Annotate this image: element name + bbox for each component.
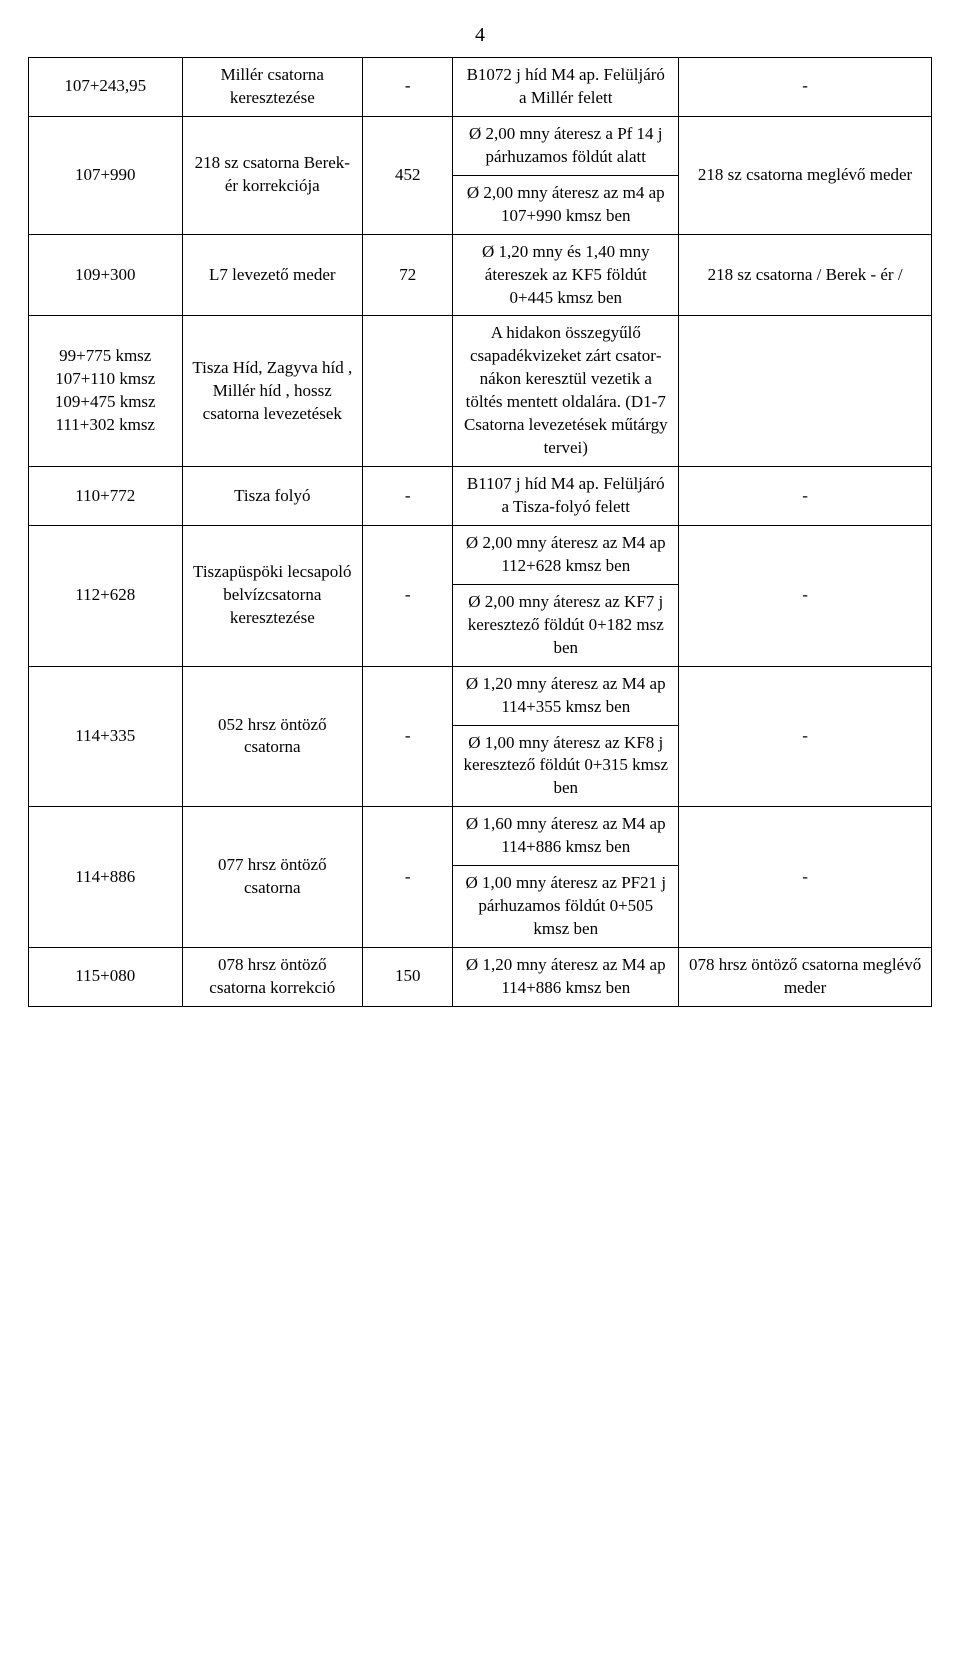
- cell-note: -: [679, 467, 932, 526]
- page-number: 4: [28, 24, 932, 47]
- table-row: 112+628 Tiszapüspöki lecsapoló bel­vízcs…: [29, 525, 932, 584]
- cell-desc: Tisza Híd, Zagyva híd , Millér híd , hos…: [182, 316, 363, 467]
- cell-num: 452: [363, 116, 453, 234]
- cell-detail: Ø 1,20 mny át­eresz az M4 ap 114+886 kms…: [453, 948, 679, 1007]
- cell-km: 109+300: [29, 234, 183, 316]
- cell-detail: Ø 2,00 mny át­eresz az M4 ap 112+628 kms…: [453, 525, 679, 584]
- cell-detail: Ø 1,20 mny és 1,40 mny átere­szek az KF5…: [453, 234, 679, 316]
- cell-desc: 218 sz csatorna Berek-ér kor­rekciója: [182, 116, 363, 234]
- cell-desc: Tiszapüspöki lecsapoló bel­vízcsatorna k…: [182, 525, 363, 666]
- cell-detail: A hidakon össze­gyűlő csapadékvi­zeket z…: [453, 316, 679, 467]
- cell-num: 150: [363, 948, 453, 1007]
- cell-km: 114+335: [29, 666, 183, 807]
- cell-num: -: [363, 666, 453, 807]
- cell-detail: B1107 j híd M4 ap. Felüljáró a Tisza-fol…: [453, 467, 679, 526]
- table-row: 99+775 kmsz 107+110 kmsz 109+475 kmsz 11…: [29, 316, 932, 467]
- cell-num: [363, 316, 453, 467]
- cell-note: -: [679, 666, 932, 807]
- cell-note: [679, 316, 932, 467]
- table-row: 107+990 218 sz csatorna Berek-ér kor­rek…: [29, 116, 932, 175]
- cell-desc: Tisza folyó: [182, 467, 363, 526]
- cell-detail: Ø 2,00 mny át­eresz az m4 ap 107+990 kms…: [453, 175, 679, 234]
- data-table: 107+243,95 Millér csatorna keresztezése …: [28, 57, 932, 1007]
- cell-desc: 052 hrsz öntö­ző csatorna: [182, 666, 363, 807]
- cell-km: 107+243,95: [29, 58, 183, 117]
- cell-detail: Ø 1,60 mny át­eresz az M4 ap 114+886 kms…: [453, 807, 679, 866]
- table-row: 110+772 Tisza folyó - B1107 j híd M4 ap.…: [29, 467, 932, 526]
- cell-detail: B1072 j híd M4 ap. Felüljáró a Millér fe…: [453, 58, 679, 117]
- table-row: 109+300 L7 levezető meder 72 Ø 1,20 mny …: [29, 234, 932, 316]
- cell-detail: Ø 2,00 mny át­eresz az KF7 j keresztező …: [453, 584, 679, 666]
- cell-note: 218 sz csatorna / Berek - ér /: [679, 234, 932, 316]
- cell-desc: 077 hrsz öntö­ző csatorna: [182, 807, 363, 948]
- cell-km: 110+772: [29, 467, 183, 526]
- cell-note: -: [679, 807, 932, 948]
- cell-km: 107+990: [29, 116, 183, 234]
- cell-num: -: [363, 525, 453, 666]
- cell-km: 115+080: [29, 948, 183, 1007]
- cell-note: -: [679, 525, 932, 666]
- cell-desc: 078 hrsz öntö­ző csatorna korrekció: [182, 948, 363, 1007]
- cell-num: -: [363, 58, 453, 117]
- cell-desc: Millér csatorna keresztezése: [182, 58, 363, 117]
- cell-detail: Ø 1,20 mny át­eresz az M4 ap 114+355 kms…: [453, 666, 679, 725]
- table-row: 107+243,95 Millér csatorna keresztezése …: [29, 58, 932, 117]
- table-row: 114+886 077 hrsz öntö­ző csatorna - Ø 1,…: [29, 807, 932, 866]
- cell-num: 72: [363, 234, 453, 316]
- document-page: 4 107+243,95 Millér csatorna keresztezés…: [0, 0, 960, 1047]
- cell-note: 218 sz csatorna meglévő meder: [679, 116, 932, 234]
- cell-num: -: [363, 467, 453, 526]
- cell-km: 99+775 kmsz 107+110 kmsz 109+475 kmsz 11…: [29, 316, 183, 467]
- cell-detail: Ø 1,00 mny át­eresz az KF8 j keresztező …: [453, 725, 679, 807]
- cell-desc: L7 levezető meder: [182, 234, 363, 316]
- cell-km: 112+628: [29, 525, 183, 666]
- cell-detail: Ø 1,00 mny át­eresz az PF21 j párhuzamos…: [453, 866, 679, 948]
- cell-detail: Ø 2,00 mny át­eresz a Pf 14 j párhuzamos…: [453, 116, 679, 175]
- table-row: 114+335 052 hrsz öntö­ző csatorna - Ø 1,…: [29, 666, 932, 725]
- table-row: 115+080 078 hrsz öntö­ző csatorna korrek…: [29, 948, 932, 1007]
- cell-km: 114+886: [29, 807, 183, 948]
- cell-note: -: [679, 58, 932, 117]
- cell-note: 078 hrsz öntöző csatorna meglévő meder: [679, 948, 932, 1007]
- cell-num: -: [363, 807, 453, 948]
